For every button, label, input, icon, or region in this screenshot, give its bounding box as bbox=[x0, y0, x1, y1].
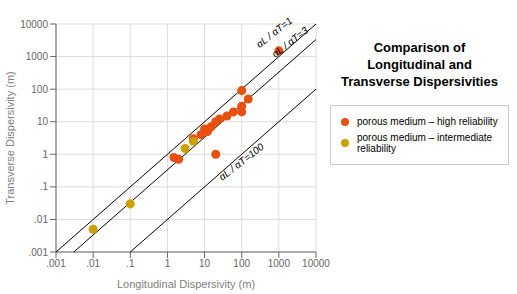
html-text:porous medium – high reliabili: porous medium – high reliability bbox=[357, 116, 498, 128]
html-text:Comparison of Longitudinal and: Comparison of Longitudinal and Transvers… bbox=[341, 40, 498, 89]
svg-text:.01: .01 bbox=[34, 214, 48, 225]
html-text:porous medium – intermediate r: porous medium – intermediate reliability bbox=[357, 131, 493, 154]
svg-text:Longitudinal Dispersivity (m): Longitudinal Dispersivity (m) bbox=[117, 278, 255, 290]
svg-text:1: 1 bbox=[165, 258, 171, 269]
svg-text:10: 10 bbox=[37, 116, 49, 127]
svg-text:αL / αT=100: αL / αT=100 bbox=[217, 141, 266, 183]
svg-text:100: 100 bbox=[31, 84, 48, 95]
svg-text:10: 10 bbox=[199, 258, 211, 269]
svg-text:.01: .01 bbox=[86, 258, 100, 269]
svg-text:.001: .001 bbox=[46, 258, 66, 269]
svg-text:10000: 10000 bbox=[302, 258, 330, 269]
svg-text:1000: 1000 bbox=[26, 51, 49, 62]
svg-text:1: 1 bbox=[42, 149, 48, 160]
svg-text:1000: 1000 bbox=[268, 258, 291, 269]
svg-text:10000: 10000 bbox=[20, 19, 48, 30]
svg-text:.001: .001 bbox=[29, 247, 49, 258]
svg-text:αL / αT=1: αL / αT=1 bbox=[253, 14, 295, 50]
svg-text:.1: .1 bbox=[126, 258, 135, 269]
svg-text:.1: .1 bbox=[40, 181, 49, 192]
svg-text:100: 100 bbox=[233, 258, 250, 269]
svg-text:Transverse Dispersivity (m): Transverse Dispersivity (m) bbox=[8, 71, 16, 204]
svg-text:αL / αT=3: αL / αT=3 bbox=[270, 24, 311, 59]
